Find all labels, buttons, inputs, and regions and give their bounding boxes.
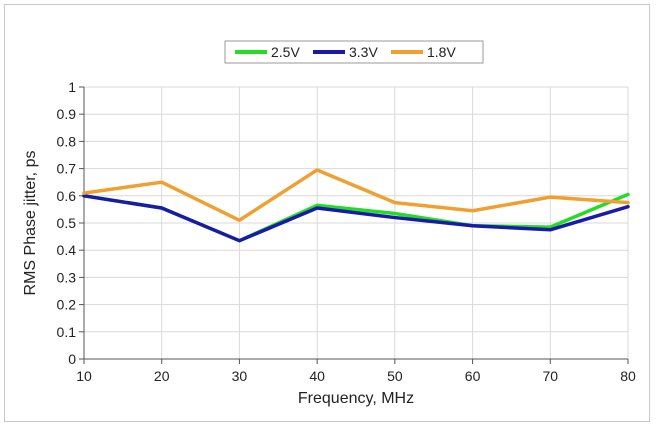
y-tick-label: 0.2 (57, 297, 77, 313)
y-tick-label: 0.8 (57, 133, 77, 149)
x-tick-label: 80 (620, 368, 636, 384)
x-tick-label: 20 (154, 368, 170, 384)
legend-label-2.5V: 2.5V (271, 44, 300, 60)
y-tick-label: 0.9 (57, 106, 77, 122)
y-tick-label: 0.5 (57, 215, 77, 231)
y-tick-label: 0.7 (57, 161, 77, 177)
legend-box (224, 40, 484, 64)
x-tick-label: 10 (76, 368, 92, 384)
series-line-1.8V (82, 168, 630, 223)
y-axis-title: RMS Phase jitter, ps (22, 151, 39, 296)
x-tick-label: 60 (465, 368, 481, 384)
y-tick-label: 0.4 (57, 242, 77, 258)
chart-frame: 2.5V 3.3V 1.8V 10 20 30 40 50 60 70 80 0 0.1 0.2 0.3… (4, 4, 650, 422)
x-tick-label: 50 (387, 368, 403, 384)
line-chart: 2.5V 3.3V 1.8V 10 20 30 40 50 60 70 80 0 0.1 0.2 0.3… (22, 40, 636, 407)
x-tick-label: 30 (232, 368, 248, 384)
series-line-3.3V (82, 194, 630, 243)
legend-label-1.8V: 1.8V (427, 44, 456, 60)
legend-label-3.3V: 3.3V (349, 44, 378, 60)
y-tick-label: 0 (68, 351, 76, 367)
y-tick-label: 0.3 (57, 269, 77, 285)
x-axis-title: Frequency, MHz (298, 390, 414, 407)
y-tick-label: 0.1 (57, 324, 77, 340)
x-tick-label: 70 (542, 368, 558, 384)
y-tick-label: 0.6 (57, 188, 77, 204)
x-tick-label: 40 (309, 368, 325, 384)
y-tick-label: 1 (68, 79, 76, 95)
